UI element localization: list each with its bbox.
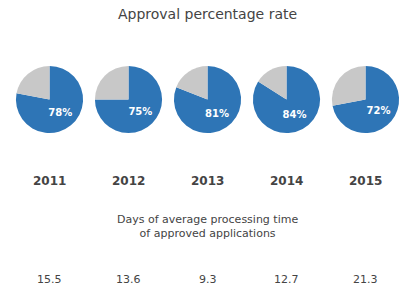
svg-text:84%: 84% <box>283 109 307 120</box>
svg-text:2011: 2011 <box>33 174 66 188</box>
svg-text:2012: 2012 <box>112 174 145 188</box>
svg-text:72%: 72% <box>366 105 390 116</box>
svg-text:2014: 2014 <box>270 174 303 188</box>
svg-text:Days of average processing tim: Days of average processing timeof approv… <box>117 213 298 240</box>
svg-text:15.5: 15.5 <box>37 273 62 286</box>
svg-text:9.3: 9.3 <box>199 273 217 286</box>
svg-text:2015: 2015 <box>349 174 382 188</box>
svg-text:81%: 81% <box>205 108 229 119</box>
svg-text:21.3: 21.3 <box>353 273 378 286</box>
svg-text:2013: 2013 <box>191 174 224 188</box>
svg-text:13.6: 13.6 <box>116 273 141 286</box>
svg-text:Approval percentage rate: Approval percentage rate <box>118 6 297 22</box>
svg-text:12.7: 12.7 <box>274 273 299 286</box>
svg-text:75%: 75% <box>128 106 152 117</box>
svg-text:78%: 78% <box>48 107 72 118</box>
